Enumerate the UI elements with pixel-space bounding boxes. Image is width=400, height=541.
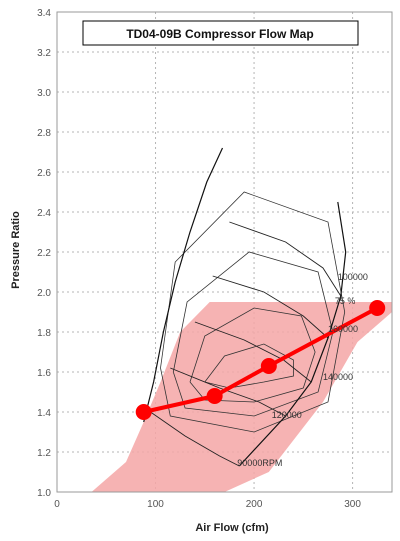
efficiency-island bbox=[189, 307, 316, 403]
y-tick-label: 3.0 bbox=[37, 88, 51, 99]
y-tick-label: 1.4 bbox=[37, 408, 51, 419]
map-annotation: 120000 bbox=[272, 410, 302, 420]
y-tick-label: 1.6 bbox=[37, 368, 51, 379]
map-annotation: 75 % bbox=[335, 296, 356, 306]
x-tick-label: 200 bbox=[246, 499, 263, 510]
map-annotation: 100000 bbox=[338, 272, 368, 282]
y-tick-label: 2.6 bbox=[37, 168, 51, 179]
y-tick-label: 3.2 bbox=[37, 48, 51, 59]
y-tick-label: 2.8 bbox=[37, 128, 51, 139]
x-tick-label: 100 bbox=[147, 499, 164, 510]
y-tick-label: 3.4 bbox=[37, 8, 51, 19]
y-tick-label: 1.0 bbox=[37, 488, 51, 499]
data-series bbox=[135, 300, 386, 420]
series-line bbox=[143, 306, 379, 414]
choke-line bbox=[238, 201, 347, 467]
rpm-line bbox=[194, 321, 312, 383]
data-point bbox=[369, 300, 386, 316]
title-box bbox=[82, 20, 359, 46]
map-annotation: 140000 bbox=[323, 372, 353, 382]
map-annotation: 160000 bbox=[328, 324, 358, 334]
x-tick-label: 0 bbox=[54, 499, 60, 510]
y-tick-label: 1.8 bbox=[37, 328, 51, 339]
y-axis-title: Pressure Ratio bbox=[10, 211, 22, 289]
y-tick-label: 1.2 bbox=[37, 448, 51, 459]
efficiency-island bbox=[160, 191, 346, 433]
x-axis-ticks: 0 100 200 300 bbox=[54, 499, 361, 510]
rpm-line bbox=[229, 221, 342, 297]
chart-title: TD04-09B Compressor Flow Map bbox=[126, 27, 313, 41]
data-point bbox=[206, 388, 223, 404]
map-annotation: 90000RPM bbox=[237, 458, 282, 468]
y-tick-label: 2.2 bbox=[37, 248, 51, 259]
plot-frame bbox=[56, 11, 393, 493]
rpm-line bbox=[147, 409, 240, 467]
annotations: 90000RPM 120000 140000 100000 75 % 160000 bbox=[237, 272, 368, 468]
operating-region-area bbox=[91, 302, 392, 492]
surge-line bbox=[143, 147, 224, 423]
y-tick-label: 2.4 bbox=[37, 208, 51, 219]
x-tick-label: 300 bbox=[344, 499, 361, 510]
rpm-line bbox=[170, 367, 286, 417]
rpm-line bbox=[212, 275, 329, 339]
y-tick-label: 2.0 bbox=[37, 288, 51, 299]
x-axis-title: Air Flow (cfm) bbox=[195, 522, 269, 534]
operating-region bbox=[91, 302, 392, 492]
data-point bbox=[135, 404, 152, 420]
data-point bbox=[260, 358, 277, 374]
y-axis-ticks: 1.0 1.2 1.4 1.6 1.8 2.0 2.2 2.4 2.6 2.8 3.0 3.2 3.4 bbox=[37, 8, 51, 499]
compressor-map-lines bbox=[143, 147, 347, 467]
